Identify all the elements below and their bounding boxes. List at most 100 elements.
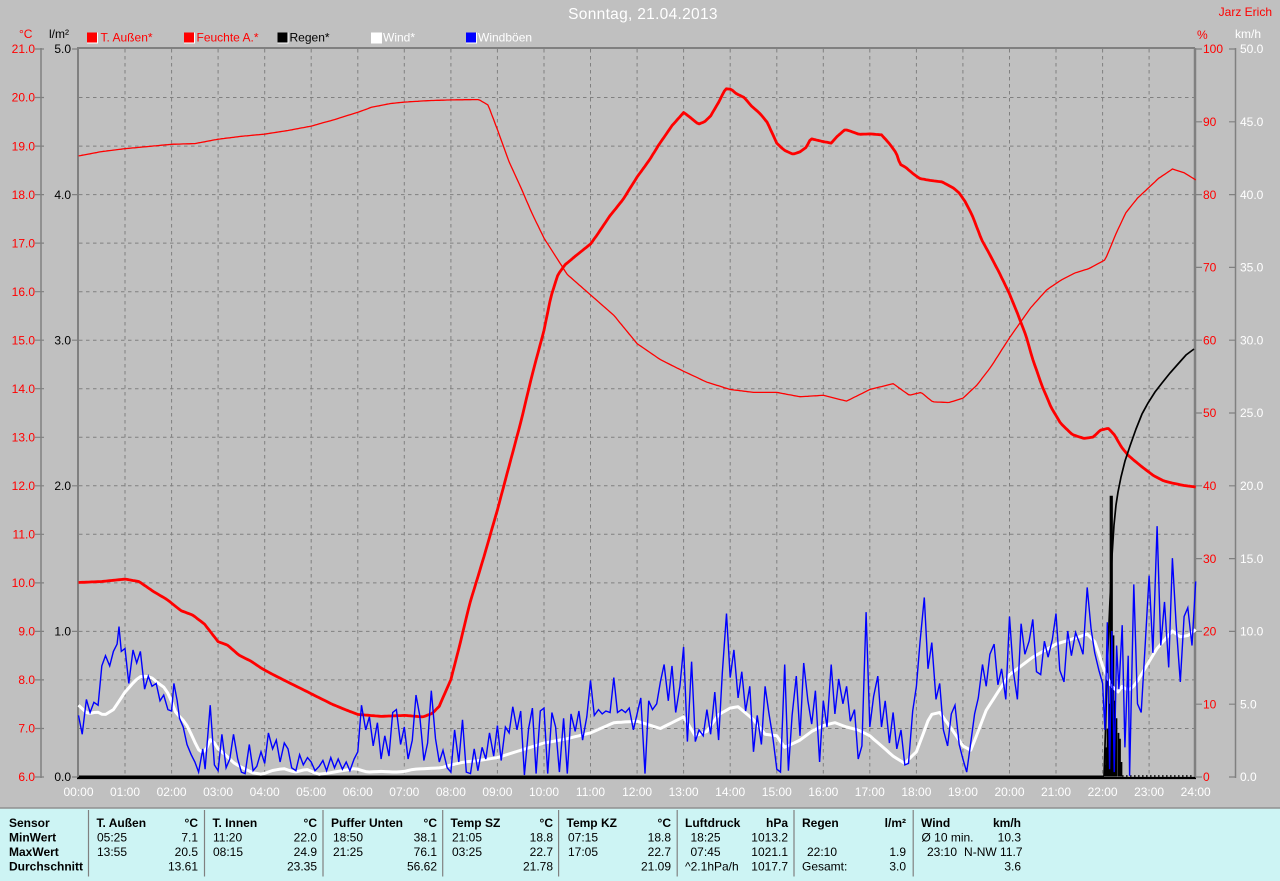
svg-text:%: % [1197,28,1208,42]
svg-text:T. Innen: T. Innen [213,816,258,830]
svg-text:07:15: 07:15 [568,831,598,845]
svg-text:04:00: 04:00 [250,785,280,799]
svg-text:Regen: Regen [802,816,839,830]
svg-text:°C: °C [19,27,33,41]
svg-text:40: 40 [1203,479,1217,493]
svg-text:11.0: 11.0 [13,528,36,542]
svg-text:Sensor: Sensor [9,816,50,830]
svg-text:14:00: 14:00 [715,785,745,799]
svg-text:18:00: 18:00 [901,785,931,799]
svg-text:08:15: 08:15 [213,845,243,859]
svg-text:10:00: 10:00 [529,785,559,799]
svg-text:0.0: 0.0 [54,770,71,784]
svg-text:30.0: 30.0 [1240,333,1264,347]
svg-text:01:00: 01:00 [110,785,140,799]
svg-text:15.0: 15.0 [1240,552,1264,566]
svg-text:30: 30 [1203,552,1217,566]
svg-text:22.0: 22.0 [294,831,318,845]
svg-text:^2.1hPa/h: ^2.1hPa/h [685,860,739,874]
svg-text:°C: °C [185,816,199,830]
svg-text:09:00: 09:00 [482,785,512,799]
svg-text:02:00: 02:00 [157,785,187,799]
svg-text:56.62: 56.62 [407,860,437,874]
svg-text:3.0: 3.0 [889,860,906,874]
svg-text:22.7: 22.7 [530,845,554,859]
svg-text:°C: °C [304,816,318,830]
svg-text:6.0: 6.0 [18,770,35,784]
svg-text:7.0: 7.0 [18,722,35,736]
svg-text:10.0: 10.0 [1240,625,1264,639]
svg-text:80: 80 [1203,188,1217,202]
svg-text:20:00: 20:00 [994,785,1024,799]
svg-text:76.1: 76.1 [414,845,438,859]
svg-text:1021.1: 1021.1 [751,845,788,859]
svg-text:1013.2: 1013.2 [751,831,788,845]
svg-text:70: 70 [1203,261,1217,275]
svg-text:07:00: 07:00 [389,785,419,799]
svg-text:100: 100 [1203,42,1223,56]
svg-text:T. Außen: T. Außen [97,816,147,830]
svg-text:18.0: 18.0 [12,188,36,202]
svg-text:Sonntag, 21.04.2013: Sonntag, 21.04.2013 [568,6,718,23]
svg-text:Wind*: Wind* [383,31,415,45]
svg-text:10: 10 [1203,697,1217,711]
svg-text:40.0: 40.0 [1240,188,1264,202]
svg-text:0: 0 [1203,770,1210,784]
svg-text:18:50: 18:50 [333,831,363,845]
svg-text:24:00: 24:00 [1181,785,1211,799]
svg-text:21.09: 21.09 [641,860,671,874]
svg-text:17:00: 17:00 [855,785,885,799]
svg-text:18.8: 18.8 [648,831,672,845]
svg-text:38.1: 38.1 [414,831,438,845]
svg-text:11:20: 11:20 [213,831,242,845]
svg-text:20: 20 [1203,625,1217,639]
svg-text:22:10: 22:10 [807,845,837,859]
svg-text:Regen*: Regen* [290,31,330,45]
svg-text:21:25: 21:25 [333,845,363,859]
svg-text:l/m²: l/m² [885,816,906,830]
svg-text:22:00: 22:00 [1088,785,1118,799]
svg-text:60: 60 [1203,333,1217,347]
svg-text:°C: °C [540,816,554,830]
svg-text:00:00: 00:00 [63,785,93,799]
svg-text:Feuchte A.*: Feuchte A.* [197,31,259,45]
svg-text:Luftdruck: Luftdruck [685,816,741,830]
svg-text:1.0: 1.0 [54,625,71,639]
svg-text:45.0: 45.0 [1240,115,1264,129]
svg-text:25.0: 25.0 [1240,406,1264,420]
svg-text:20.5: 20.5 [175,845,199,859]
svg-text:24.9: 24.9 [294,845,318,859]
svg-text:22.7: 22.7 [648,845,672,859]
svg-text:06:00: 06:00 [343,785,373,799]
svg-text:13.61: 13.61 [168,860,198,874]
svg-text:Wind: Wind [921,816,950,830]
svg-text:03:00: 03:00 [203,785,233,799]
svg-text:0.0: 0.0 [1240,770,1257,784]
svg-text:13.0: 13.0 [12,431,36,445]
svg-text:21.78: 21.78 [523,860,553,874]
svg-text:7.1: 7.1 [181,831,198,845]
svg-text:4.0: 4.0 [54,188,71,202]
svg-text:03:25: 03:25 [452,845,482,859]
svg-text:Gesamt:: Gesamt: [802,860,847,874]
svg-text:50: 50 [1203,406,1217,420]
svg-text:19:00: 19:00 [948,785,978,799]
svg-text:l/m²: l/m² [49,27,69,41]
svg-text:17:05: 17:05 [568,845,598,859]
svg-text:N-NW 11.7: N-NW 11.7 [964,845,1023,859]
svg-text:12:00: 12:00 [622,785,652,799]
svg-text:km/h: km/h [1235,27,1261,41]
svg-text:Puffer Unten: Puffer Unten [331,816,403,830]
svg-text:90: 90 [1203,115,1217,129]
svg-text:12.0: 12.0 [12,479,36,493]
svg-text:MinWert: MinWert [9,831,56,845]
svg-text:07:45: 07:45 [691,845,721,859]
svg-text:km/h: km/h [993,816,1021,830]
svg-text:10.0: 10.0 [12,576,36,590]
svg-text:9.0: 9.0 [18,625,35,639]
svg-text:23:00: 23:00 [1134,785,1164,799]
svg-text:23:10: 23:10 [927,845,957,859]
svg-text:Durchschnitt: Durchschnitt [9,860,83,874]
svg-text:19.0: 19.0 [12,139,36,153]
svg-text:18.8: 18.8 [530,831,554,845]
